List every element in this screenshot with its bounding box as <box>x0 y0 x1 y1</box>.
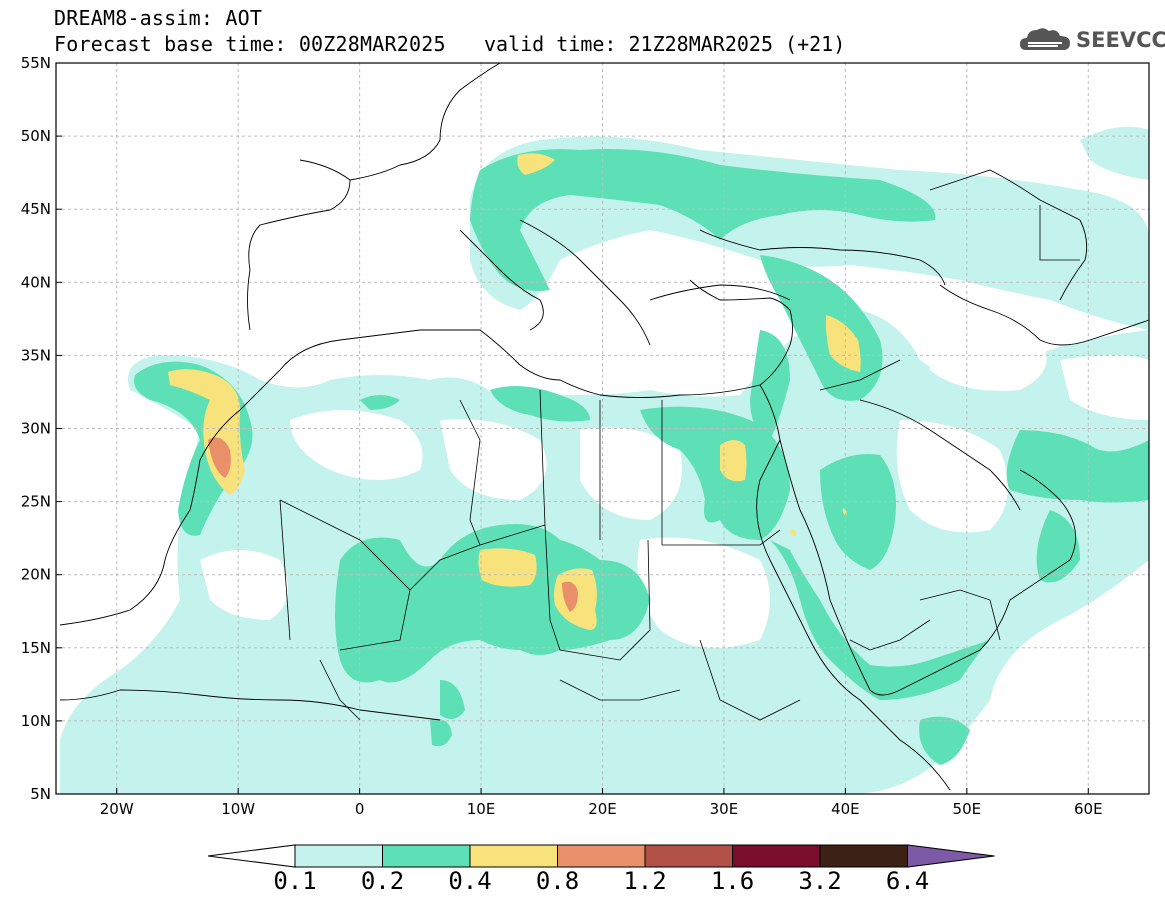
lon-tick-label: 30E <box>710 800 739 818</box>
lat-tick-label: 55N <box>21 54 51 72</box>
colorbar-box <box>294 844 383 868</box>
map-title: DREAM8-assim: AOT <box>54 6 263 30</box>
lat-tick-label: 45N <box>21 200 51 218</box>
colorbar-boxes <box>207 844 995 868</box>
lon-tick-label: 0 <box>355 800 365 818</box>
colorbar-under-arrow <box>207 844 296 868</box>
lon-tick-label: 10E <box>467 800 496 818</box>
coastlines <box>59 63 1149 791</box>
logo-text: SEEVCCC <box>1076 28 1165 52</box>
colorbar-box <box>469 844 558 868</box>
aot-shading <box>60 126 1149 794</box>
colorbar-box <box>557 844 646 868</box>
lat-tick-label: 25N <box>21 493 51 511</box>
colorbar <box>207 844 995 868</box>
valid-time: valid time: 21Z28MAR2025 (+21) <box>484 32 846 56</box>
forecast-base-time: Forecast base time: 00Z28MAR2025 <box>54 32 446 56</box>
colorbar-box <box>732 844 821 868</box>
colorbar-label: 1.6 <box>710 867 755 895</box>
colorbar-label: 3.2 <box>798 867 842 895</box>
colorbar-label: 0.1 <box>273 867 317 895</box>
seevccc-logo: SEEVCCC <box>1018 24 1165 58</box>
lon-tick-label: 10W <box>221 800 255 818</box>
aot-below-threshold <box>200 238 1149 648</box>
colorbar-label: 6.4 <box>885 867 930 895</box>
colorbar-box <box>819 844 908 868</box>
lat-tick-label: 20N <box>21 566 51 584</box>
colorbar-label: 0.4 <box>448 867 492 895</box>
longitude-labels: 20W 10W 0 10E 20E 30E 40E 50E 60E <box>100 788 1103 818</box>
lat-tick-label: 40N <box>21 273 51 291</box>
lon-tick-label: 20W <box>100 800 134 818</box>
aot-map: 55N 50N 45N 40N 35N 30N 25N 20N 15N 10N 5N 20W 10W 0… <box>21 54 1150 818</box>
lat-tick-label: 50N <box>21 127 51 145</box>
country-borders <box>279 205 1080 721</box>
lat-tick-label: 35N <box>21 346 51 364</box>
colorbar-box <box>382 844 471 868</box>
lon-tick-label: 60E <box>1074 800 1103 818</box>
aot-level-0-8 <box>208 437 578 612</box>
cloud-logo-icon <box>1020 28 1070 50</box>
lon-tick-label: 20E <box>588 800 617 818</box>
latitude-labels: 55N 50N 45N 40N 35N 30N 25N 20N 15N 10N 5N <box>21 54 62 803</box>
colorbar-label: 0.8 <box>535 867 580 895</box>
colorbar-label: 0.2 <box>360 867 405 895</box>
lon-tick-label: 50E <box>953 800 982 818</box>
lat-tick-label: 5N <box>30 785 51 803</box>
lat-tick-label: 15N <box>21 639 51 657</box>
lat-tick-label: 30N <box>21 420 51 438</box>
colorbar-label: 1.2 <box>623 867 667 895</box>
lon-tick-label: 40E <box>831 800 860 818</box>
colorbar-over-arrow <box>907 844 995 868</box>
colorbar-box <box>644 844 733 868</box>
lat-tick-label: 10N <box>21 712 51 730</box>
